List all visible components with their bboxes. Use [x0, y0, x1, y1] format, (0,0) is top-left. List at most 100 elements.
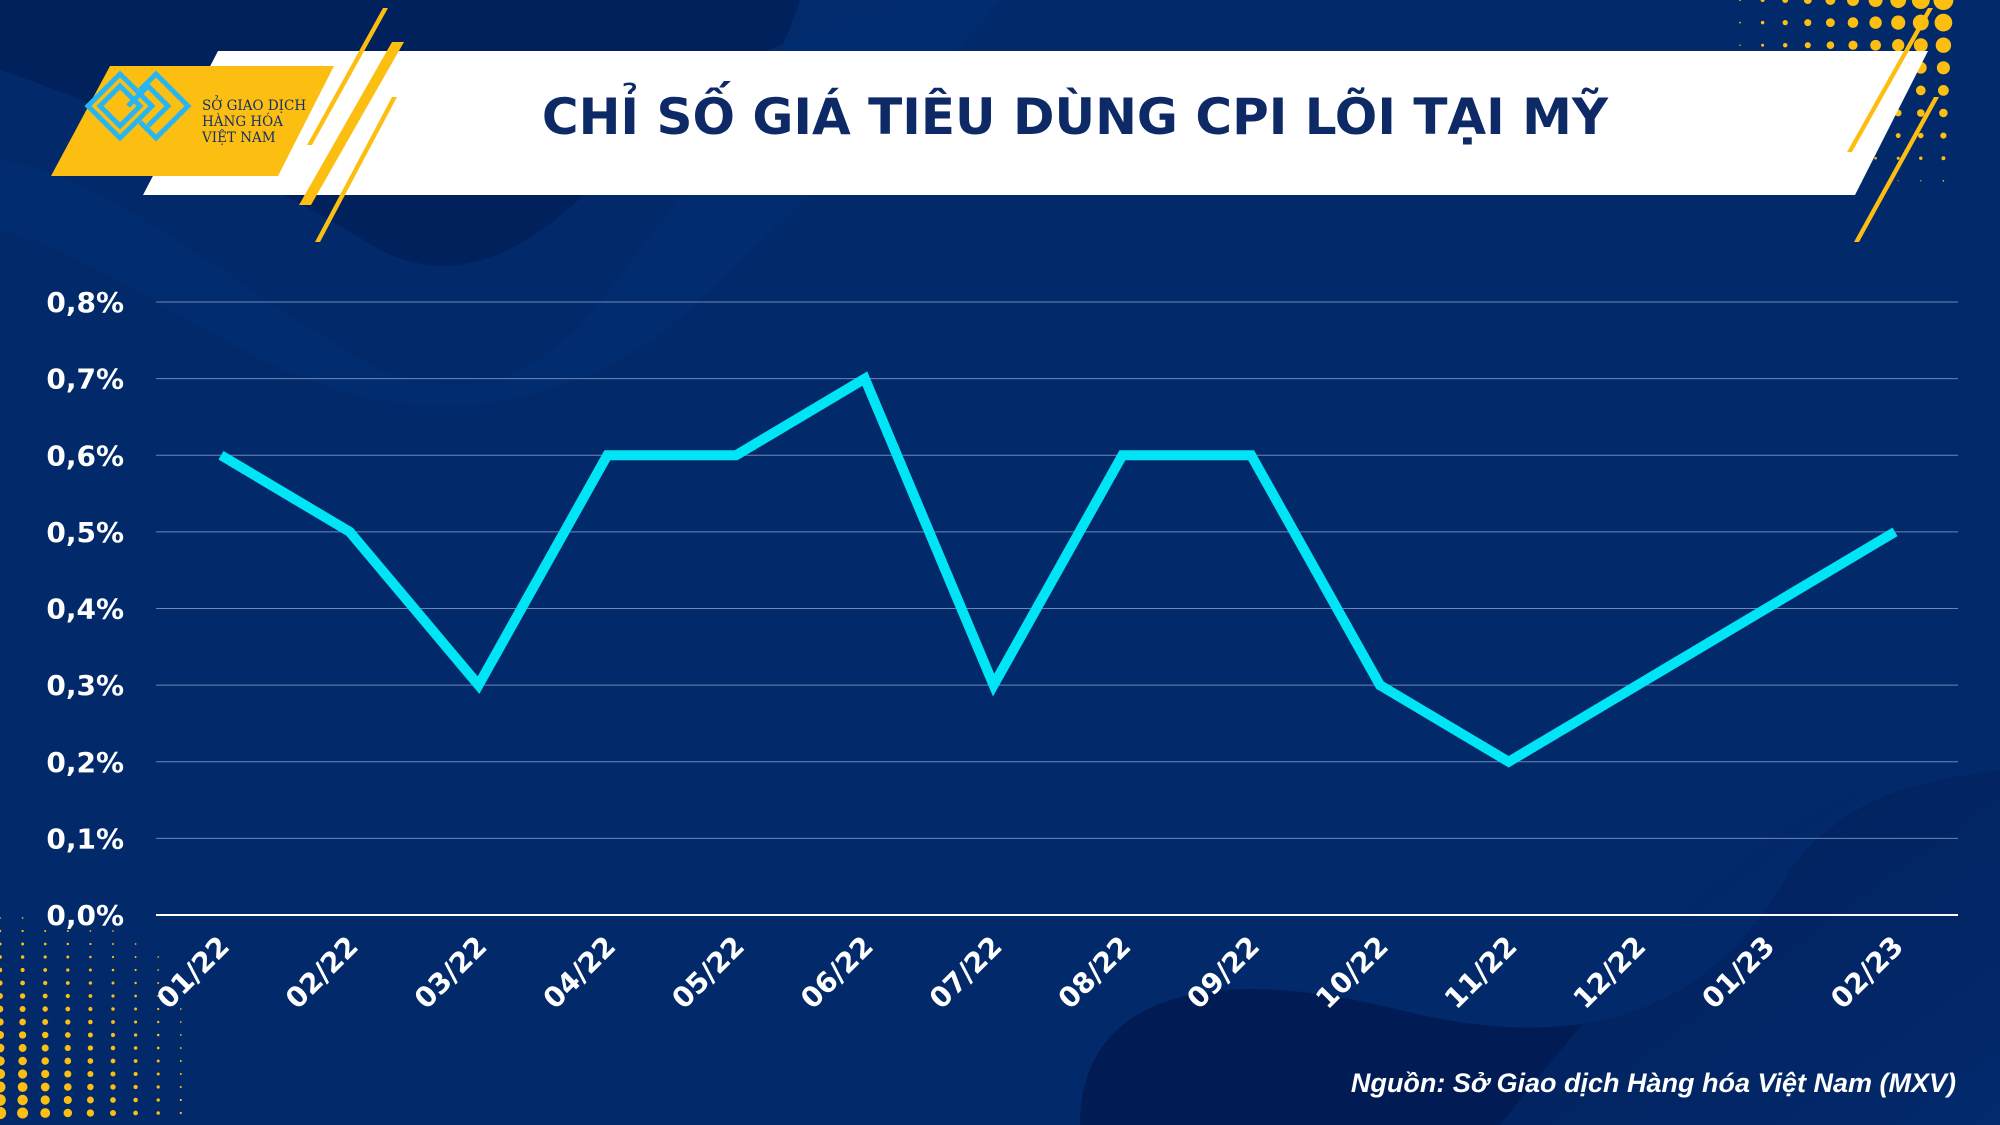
dot: [63, 1108, 73, 1118]
dot: [41, 1069, 50, 1079]
dot: [111, 994, 115, 998]
dot: [134, 981, 137, 985]
dot: [41, 1031, 49, 1039]
halftone-dots: [0, 917, 182, 1120]
dot: [1847, 0, 1859, 6]
source-note: Nguồn: Sở Giao dịch Hàng hóa Việt Nam (M…: [1350, 1068, 1956, 1098]
dot: [40, 1108, 51, 1118]
logo-line: SỞ GIAO DỊCH: [202, 98, 307, 114]
dot: [1913, 38, 1928, 53]
dot: [87, 1058, 94, 1064]
dot: [17, 1082, 28, 1092]
dot: [156, 1072, 160, 1076]
dot: [0, 942, 2, 946]
dot: [20, 955, 25, 959]
dot: [133, 1084, 138, 1090]
dot: [0, 1005, 4, 1013]
dot: [1739, 0, 1741, 1]
dot: [1939, 108, 1948, 118]
dot: [1825, 0, 1836, 5]
dot: [1760, 0, 1765, 2]
dot: [133, 1046, 138, 1050]
dot: [19, 993, 26, 999]
dot: [66, 942, 70, 946]
dot: [1916, 109, 1925, 117]
dot: [0, 929, 2, 933]
dot: [157, 956, 160, 958]
dot: [157, 969, 160, 971]
dot: [89, 955, 92, 959]
accent-stripe: [1847, 8, 1933, 152]
dot: [134, 1020, 138, 1024]
dot: [111, 1007, 115, 1011]
dot: [43, 980, 48, 986]
dot: [1941, 156, 1946, 161]
dot: [64, 1032, 71, 1038]
dot: [1739, 21, 1741, 24]
dot: [1934, 13, 1953, 32]
dot: [0, 1094, 6, 1106]
wave-shape: [0, 0, 1000, 406]
dot: [66, 955, 70, 959]
dot: [133, 1097, 138, 1103]
dot: [1848, 40, 1858, 50]
dot: [0, 1081, 6, 1093]
dot: [1942, 180, 1945, 182]
dot: [179, 1060, 182, 1062]
y-tick-label: 0,2%: [46, 746, 124, 779]
dot: [18, 1044, 27, 1052]
dot: [19, 1005, 26, 1013]
dot: [0, 1056, 5, 1066]
dot: [134, 968, 137, 972]
dot: [18, 1031, 27, 1039]
logo-text: SỞ GIAO DỊCH HÀNG HÓA VIỆT NAM: [202, 98, 306, 146]
dot: [88, 968, 92, 972]
dot: [1892, 39, 1905, 52]
dot: [1782, 42, 1788, 48]
dot: [156, 1020, 160, 1024]
dot: [87, 1070, 94, 1078]
dot: [42, 1006, 48, 1012]
dot: [89, 942, 92, 946]
y-tick-label: 0,6%: [46, 439, 124, 472]
dot: [42, 993, 48, 999]
logo-line: HÀNG HÓA: [202, 114, 283, 130]
dot: [43, 968, 48, 972]
dot: [64, 1083, 72, 1091]
dot: [86, 1109, 95, 1117]
series-line: [218, 371, 1898, 768]
dot: [1782, 19, 1788, 26]
dot: [134, 1007, 138, 1011]
dot: [65, 1006, 71, 1012]
dot: [0, 980, 3, 986]
dot: [0, 1018, 4, 1026]
dot: [1911, 0, 1930, 9]
dot: [110, 1084, 116, 1090]
dot: [179, 1072, 182, 1076]
logo-panel: [51, 66, 334, 176]
dot: [133, 1059, 138, 1063]
dot: [111, 955, 115, 959]
dot: [44, 929, 47, 933]
dot: [157, 982, 160, 984]
dot: [21, 917, 24, 919]
dot: [65, 981, 70, 985]
dot: [1782, 0, 1789, 3]
dot: [1869, 16, 1882, 29]
dot: [63, 1095, 72, 1105]
wave-shape: [1500, 760, 2000, 1125]
dot: [64, 1044, 71, 1052]
dot: [179, 1047, 182, 1049]
dot: [179, 1111, 182, 1115]
dot: [133, 1110, 138, 1116]
dot: [88, 994, 93, 998]
dot: [1896, 156, 1900, 160]
dot: [110, 1045, 116, 1051]
dot: [1919, 156, 1923, 160]
dot: [86, 1096, 94, 1104]
dot: [1940, 132, 1947, 139]
dot: [87, 1032, 93, 1038]
dot: [1874, 156, 1877, 160]
dot: [0, 1043, 5, 1053]
dot: [112, 943, 114, 945]
